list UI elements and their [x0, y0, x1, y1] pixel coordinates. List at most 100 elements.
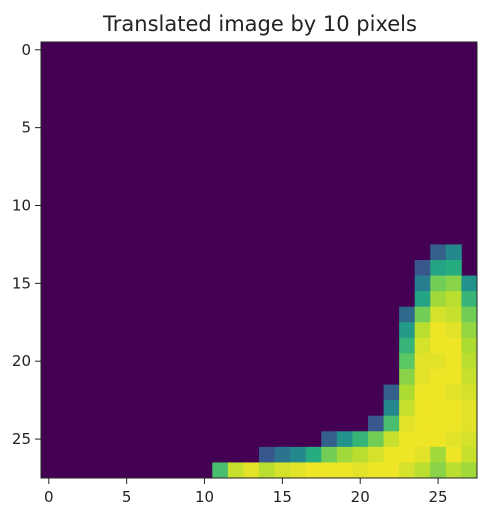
heatmap-cell	[414, 306, 431, 323]
heatmap-cell	[445, 291, 462, 308]
heatmap-cell	[461, 415, 478, 432]
heatmap-cell	[336, 431, 353, 448]
heatmap-cell	[274, 462, 291, 479]
heatmap-cell	[352, 462, 369, 479]
heatmap-cell	[399, 446, 416, 463]
x-tick-label: 5	[122, 488, 132, 506]
heatmap-cell	[414, 275, 431, 292]
heatmap-cell	[461, 400, 478, 417]
heatmap-cell	[321, 431, 338, 448]
heatmap-cell	[243, 462, 260, 479]
heatmap-cell	[399, 337, 416, 354]
heatmap-cell	[414, 462, 431, 479]
heatmap-cell	[445, 446, 462, 463]
heatmap-cell	[430, 415, 447, 432]
heatmap-cell	[414, 431, 431, 448]
heatmap-cell	[383, 431, 400, 448]
heatmap-cell	[336, 446, 353, 463]
y-tick-label: 25	[12, 430, 31, 448]
heatmap-cell	[321, 462, 338, 479]
heatmap-cell	[445, 322, 462, 339]
heatmap-cell	[399, 306, 416, 323]
heatmap-cell	[414, 353, 431, 370]
heatmap-cell	[430, 446, 447, 463]
heatmap-cell	[430, 462, 447, 479]
heatmap-cell	[430, 400, 447, 417]
heatmap-cell	[461, 353, 478, 370]
heatmap-cell	[430, 244, 447, 261]
heatmap-cell	[461, 462, 478, 479]
heatmap-cell	[461, 446, 478, 463]
x-axis: 0 5 10 15 20 25	[44, 478, 448, 506]
heatmap-cell	[321, 446, 338, 463]
y-tick-label: 5	[21, 119, 31, 137]
heatmap-cell	[461, 337, 478, 354]
heatmap-cell	[290, 462, 307, 479]
heatmap-cell	[414, 415, 431, 432]
y-tick-label: 20	[12, 352, 31, 370]
heatmap-cell	[430, 337, 447, 354]
x-tick-label: 25	[429, 488, 448, 506]
heatmap-cell	[461, 291, 478, 308]
heatmap-cell	[274, 446, 291, 463]
heatmap-cell	[414, 369, 431, 385]
heatmap-cell	[445, 369, 462, 385]
heatmap-cell	[399, 369, 416, 385]
heatmap-cell	[445, 384, 462, 401]
chart-title: Translated image by 10 pixels	[102, 12, 417, 36]
heatmap-cell	[445, 337, 462, 354]
x-tick-label: 10	[195, 488, 214, 506]
y-tick-label: 10	[12, 197, 31, 215]
heatmap-cell	[414, 446, 431, 463]
heatmap-cell	[414, 384, 431, 401]
heatmap-cell	[445, 431, 462, 448]
heatmap-cell	[430, 384, 447, 401]
heatmap-cell	[227, 462, 244, 479]
heatmap-cell	[430, 291, 447, 308]
heatmap-cell	[430, 306, 447, 323]
heatmap-cell	[399, 400, 416, 417]
heatmap-cell	[461, 306, 478, 323]
heatmap-cell	[461, 369, 478, 385]
y-axis: 0 5 10 15 20 25	[12, 41, 41, 448]
heatmap-cell	[368, 415, 384, 432]
heatmap-cell	[399, 322, 416, 339]
heatmap-cell	[445, 400, 462, 417]
heatmap-cell	[430, 260, 447, 276]
heatmap-cells	[41, 42, 478, 479]
heatmap-cell	[445, 275, 462, 292]
heatmap-cell	[290, 446, 307, 463]
heatmap-cell	[399, 415, 416, 432]
heatmap-cell	[445, 244, 462, 261]
heatmap-cell	[368, 431, 384, 448]
plot-frame	[40, 41, 478, 479]
x-tick-label: 0	[44, 488, 54, 506]
heatmap-cell	[414, 260, 431, 276]
heatmap-cell	[414, 291, 431, 308]
heatmap-cell	[399, 384, 416, 401]
heatmap-cell	[383, 384, 400, 401]
heatmap-cell	[336, 462, 353, 479]
heatmap-cell	[383, 462, 400, 479]
heatmap-cell	[368, 462, 384, 479]
heatmap-cell	[305, 462, 322, 479]
heatmap-cell	[414, 337, 431, 354]
x-tick-label: 15	[273, 488, 292, 506]
heatmap-cell	[461, 431, 478, 448]
y-tick-label: 15	[12, 274, 31, 292]
heatmap-cell	[259, 462, 275, 479]
heatmap-cell	[383, 415, 400, 432]
x-tick-label: 20	[351, 488, 370, 506]
heatmap-cell	[414, 322, 431, 339]
heatmap-cell	[383, 400, 400, 417]
heatmap-cell	[445, 353, 462, 370]
heatmap-cell	[399, 431, 416, 448]
heatmap-cell	[461, 275, 478, 292]
heatmap-cell	[414, 400, 431, 417]
heatmap-cell	[445, 415, 462, 432]
heatmap-cell	[430, 275, 447, 292]
heatmap-cell	[352, 431, 369, 448]
heatmap-cell	[259, 446, 275, 463]
heatmap-cell	[445, 462, 462, 479]
